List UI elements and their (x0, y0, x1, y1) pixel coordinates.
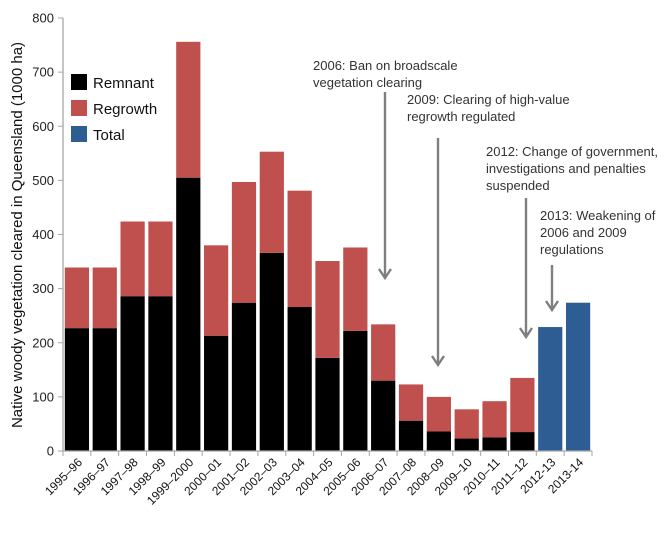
bar-regrowth-7 (259, 151, 284, 253)
bar-regrowth-15 (482, 401, 507, 438)
legend: Remnant Regrowth Total (71, 74, 157, 144)
legend-swatch-total (71, 126, 87, 142)
annotation-text-2: 2009: Clearing of high-value (407, 92, 570, 107)
bar-remnant-13 (426, 431, 451, 451)
bar-total-18 (565, 302, 591, 451)
bar-remnant-14 (454, 438, 479, 451)
annotation-text-4: 2013: Weakening of (540, 208, 656, 223)
bar-regrowth-1 (92, 267, 117, 329)
legend-swatch-regrowth (71, 100, 87, 116)
bar-regrowth-0 (64, 267, 90, 329)
plot-area (64, 41, 591, 452)
y-tick-label: 600 (32, 119, 54, 134)
bar-remnant-7 (259, 252, 284, 451)
bar-remnant-15 (482, 437, 507, 451)
bar-regrowth-12 (398, 384, 424, 421)
bar-remnant-6 (231, 302, 257, 451)
bar-remnant-4 (176, 177, 201, 452)
arrow-down-icon (545, 300, 559, 313)
bar-remnant-2 (120, 296, 145, 451)
annotation-text-2: regrowth regulated (407, 109, 515, 124)
bar-regrowth-16 (510, 377, 535, 433)
y-tick-label: 800 (32, 11, 54, 26)
arrow-down-icon (378, 268, 392, 281)
annotation-text-4: 2006 and 2009 (540, 225, 627, 240)
arrow-down-icon (431, 355, 445, 368)
y-axis-label: Native woody vegetation cleared in Queen… (9, 42, 26, 428)
annotations: 2006: Ban on broadscale vegetation cleari… (313, 58, 658, 368)
bar-remnant-16 (510, 432, 535, 451)
bar-regrowth-10 (343, 247, 368, 331)
y-tick-label: 400 (32, 227, 54, 242)
annotation-text-3: 2012: Change of government, (486, 144, 658, 159)
annotation-text-4: regulations (540, 242, 604, 257)
annotation-text-3: suspended (486, 178, 550, 193)
bar-remnant-11 (371, 380, 396, 451)
legend-swatch-remnant (71, 74, 87, 90)
annotation-text-3: investigations and penalties (486, 161, 646, 176)
legend-label-regrowth: Regrowth (93, 101, 157, 118)
bar-remnant-5 (204, 335, 229, 451)
arrow-down-icon (519, 327, 533, 340)
legend-label-remnant: Remnant (93, 75, 155, 92)
y-tick-label: 500 (32, 173, 54, 188)
bar-regrowth-13 (426, 396, 451, 432)
y-tick-label: 0 (47, 444, 54, 459)
y-tick-label: 100 (32, 389, 54, 404)
bar-total-17 (538, 327, 563, 451)
bar-regrowth-11 (371, 324, 396, 381)
bar-remnant-0 (64, 328, 90, 451)
bar-regrowth-2 (120, 221, 145, 297)
y-tick-label: 300 (32, 281, 54, 296)
bar-regrowth-3 (148, 221, 173, 297)
bar-regrowth-9 (315, 261, 340, 358)
bar-remnant-8 (287, 307, 312, 451)
y-tick-label: 200 (32, 335, 54, 350)
bar-remnant-9 (315, 357, 340, 451)
bar-regrowth-6 (231, 182, 257, 303)
bar-regrowth-8 (287, 190, 312, 308)
bar-remnant-1 (92, 328, 117, 451)
bar-remnant-12 (398, 420, 424, 451)
legend-label-total: Total (93, 127, 125, 144)
bar-remnant-10 (343, 330, 368, 451)
y-tick-label: 700 (32, 65, 54, 80)
bar-regrowth-14 (454, 409, 479, 439)
bar-regrowth-4 (176, 41, 201, 178)
annotation-text-1: vegetation clearing (313, 75, 422, 90)
bar-remnant-3 (148, 296, 173, 451)
annotation-text-1: 2006: Ban on broadscale (313, 58, 458, 73)
bar-regrowth-5 (204, 245, 229, 336)
